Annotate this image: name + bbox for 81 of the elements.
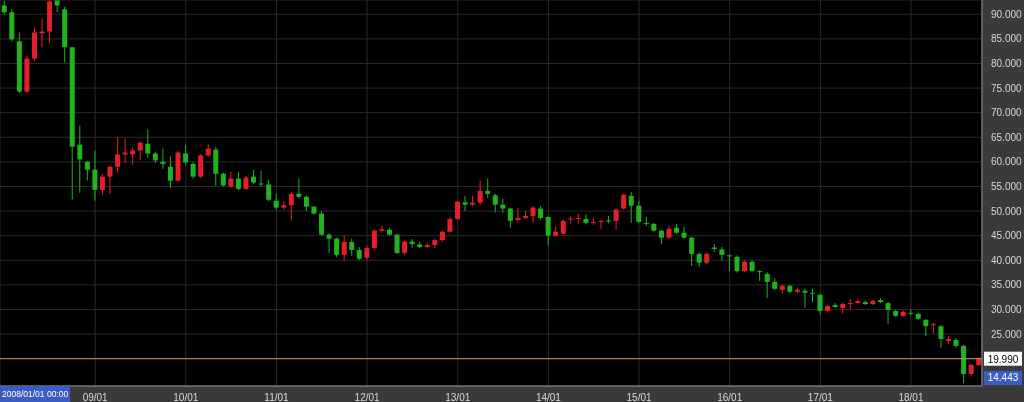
candlestick	[334, 237, 340, 258]
candlestick	[930, 322, 936, 334]
candlestick	[726, 253, 732, 272]
candlestick	[689, 236, 695, 267]
y-tick-label: 80.000	[991, 58, 1023, 70]
candlestick	[167, 155, 173, 189]
x-tick-label: 15/01	[626, 392, 652, 402]
candlestick	[326, 232, 332, 254]
text: 14.443	[984, 371, 1022, 385]
candlestick	[817, 293, 823, 315]
candlestick	[84, 160, 90, 182]
candlestick	[296, 178, 302, 200]
candlestick	[235, 171, 241, 191]
candlestick	[938, 324, 944, 349]
x-tick-label: 14/01	[535, 392, 562, 402]
candlestick	[145, 128, 151, 159]
candlestick	[266, 179, 272, 202]
y-tick-label: 60.000	[991, 156, 1023, 168]
candlestick	[545, 215, 551, 246]
ref-line-label: 19.990	[987, 353, 1019, 365]
candlestick	[719, 246, 725, 262]
candlestick	[681, 226, 687, 240]
y-tick-label: 55.000	[991, 181, 1023, 193]
candlestick	[847, 298, 853, 310]
candlestick	[810, 288, 816, 303]
candlestick	[39, 17, 45, 48]
y-tick-label: 85.000	[991, 33, 1023, 45]
candlestick	[462, 195, 468, 212]
candlestick	[319, 210, 325, 237]
x-tick-label: 12/01	[354, 392, 381, 402]
candlestick	[228, 171, 234, 189]
candlestick	[885, 301, 891, 325]
x-tick-label: 17/01	[807, 392, 834, 402]
candlestick	[757, 269, 763, 282]
candlestick	[258, 170, 264, 187]
y-tick-label: 30.000	[991, 304, 1023, 316]
candlestick	[530, 205, 536, 224]
y-tick-label: 50.000	[991, 205, 1023, 217]
candlestick	[507, 207, 513, 229]
y-tick-label: 25.000	[991, 328, 1023, 340]
x-tick-label: 11/01	[264, 392, 290, 402]
x-tick-label: 18/01	[898, 392, 924, 402]
y-tick-label: 75.000	[991, 82, 1023, 94]
candlestick	[115, 136, 121, 174]
x-tick-label: 10/01	[173, 392, 199, 402]
candlestick	[99, 173, 105, 196]
candlestick	[198, 153, 204, 179]
candlestick	[613, 207, 619, 231]
candlestick	[477, 180, 483, 206]
candlestick	[137, 140, 143, 161]
candlestick	[107, 164, 113, 195]
candlestick	[454, 200, 460, 221]
text: 2008/01/01 00:00	[0, 386, 71, 402]
y-tick-label: 40.000	[991, 254, 1023, 266]
y-tick-label: 65.000	[991, 131, 1023, 143]
candlestick	[92, 150, 98, 202]
candlestick	[485, 178, 491, 199]
y-tick-label: 90.000	[991, 8, 1023, 20]
candlestick	[379, 225, 385, 234]
candlestick	[160, 148, 166, 170]
candlestick	[583, 214, 589, 225]
y-tick-label: 70.000	[991, 107, 1023, 119]
candlestick	[515, 207, 521, 223]
candlestick	[492, 193, 498, 214]
candlestick	[341, 235, 347, 262]
x-tick-label: 16/01	[717, 392, 743, 402]
candlestick	[764, 271, 770, 299]
candlestick	[54, 0, 60, 13]
x-tick-label: 13/01	[445, 392, 471, 402]
candlestick	[288, 191, 294, 222]
candlestick	[598, 218, 604, 230]
y-tick-label: 35.000	[991, 279, 1023, 291]
y-tick-label: 45.000	[991, 230, 1023, 242]
candlestick	[394, 233, 400, 255]
candlestick	[636, 200, 642, 224]
candlestick	[183, 144, 189, 165]
candlestick	[371, 228, 377, 250]
candlestick	[77, 124, 83, 194]
x-tick-label: 09/01	[82, 392, 109, 402]
candlestick	[628, 191, 634, 224]
candlestick	[802, 288, 808, 309]
